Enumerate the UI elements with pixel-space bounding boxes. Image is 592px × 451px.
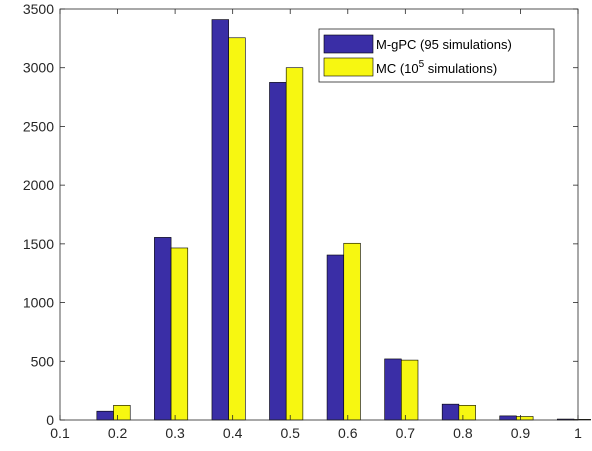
bar-mgpc-5: [384, 358, 402, 421]
y-tick-label-0: 0: [46, 412, 54, 428]
y-tick-label-2: 1000: [23, 295, 54, 311]
x-tick-label-5: 0.6: [338, 425, 358, 441]
x-tick-label-2: 0.3: [165, 425, 185, 441]
legend-label-mc: MC (105 simulations): [376, 59, 497, 76]
bar-mc-0: [113, 405, 131, 421]
bar-mgpc-7: [499, 415, 517, 421]
bar-mgpc-1: [154, 237, 172, 421]
x-tick-label-3: 0.4: [223, 425, 243, 441]
y-tick-label-3: 1500: [23, 236, 54, 252]
bar-mc-6: [458, 405, 476, 421]
plot-frame: [59, 8, 579, 421]
bar-mc-3: [285, 67, 304, 421]
x-tick-label-8: 0.9: [511, 425, 531, 441]
y-tick-label-1: 500: [31, 353, 55, 369]
y-tick-label-6: 3000: [23, 60, 54, 76]
bar-mgpc-6: [441, 403, 460, 421]
bar-mc-2: [228, 37, 246, 421]
x-tick-label-7: 0.8: [453, 425, 473, 441]
bar-mc-4: [343, 242, 361, 421]
bar-mgpc-3: [269, 82, 287, 421]
bar-mc-1: [170, 247, 189, 421]
legend-swatch-mc: [323, 57, 374, 77]
bar-mc-7: [516, 416, 534, 421]
legend-label-mgpc: M-gPC (95 simulations): [376, 37, 512, 52]
bar-mgpc-0: [96, 410, 114, 421]
x-tick-label-6: 0.7: [396, 425, 416, 441]
x-tick-label-4: 0.5: [280, 425, 300, 441]
y-tick-label-7: 3500: [23, 1, 54, 17]
legend: M-gPC (95 simulations) MC (105 simulatio…: [318, 28, 555, 83]
y-tick-label-4: 2000: [23, 177, 54, 193]
bar-mgpc-2: [211, 19, 229, 421]
x-tick-label-1: 0.2: [108, 425, 128, 441]
legend-label-mc-sup: 5: [419, 59, 425, 70]
y-tick-label-5: 2500: [23, 118, 54, 134]
bar-mgpc-4: [326, 254, 345, 421]
bar-mc-5: [400, 359, 419, 421]
legend-swatch-mgpc: [323, 34, 374, 54]
ticks-group: 0.1 0.2 0.3 0.4 0.5 0.6 0.7 0.8 0.9 1 0 500 1000 1500…: [23, 1, 582, 441]
legend-label-mc-tail: simulations): [424, 61, 497, 76]
legend-label-mc-main: MC (10: [376, 61, 419, 76]
x-tick-label-9: 1: [574, 425, 582, 441]
x-tick-label-0: 0.1: [50, 425, 70, 441]
bars-group: [96, 19, 591, 421]
